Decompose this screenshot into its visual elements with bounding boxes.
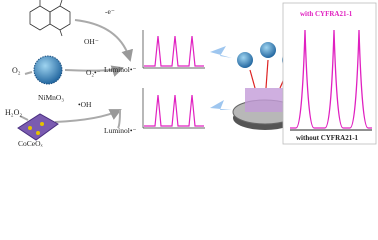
label: •OH (78, 100, 92, 109)
label: O₂ (12, 66, 21, 75)
label: CoCeOₓ (18, 139, 44, 147)
label: NiMnO₃ (38, 93, 64, 102)
without-label: without CYFRA21-1 (296, 134, 359, 142)
coceox-sheet (17, 113, 59, 141)
nimno3-particle (33, 55, 63, 85)
label: O₂•⁻ (86, 68, 101, 77)
result-panel (282, 2, 377, 145)
reaction-arrows (19, 19, 134, 129)
ecl-curve-top (142, 30, 205, 69)
label: OH⁻ (84, 37, 99, 46)
label: -e⁻ (105, 7, 115, 16)
ecl-curve-bottom (142, 88, 205, 129)
graphical-abstract: O₂ NiMnO₃ H₂O₂ CoCeOₓ -e⁻ OH⁻ O₂•⁻ •OH L… (5, 0, 377, 147)
with-label: with CYFRA21-1 (300, 10, 353, 18)
luminol-structure (29, 0, 71, 37)
label: Luminol•⁻ (104, 126, 136, 135)
label: Luminol•⁻ (104, 65, 136, 74)
light-flash (210, 46, 232, 58)
label: H₂O₂ (5, 108, 22, 117)
light-flash (210, 100, 232, 110)
